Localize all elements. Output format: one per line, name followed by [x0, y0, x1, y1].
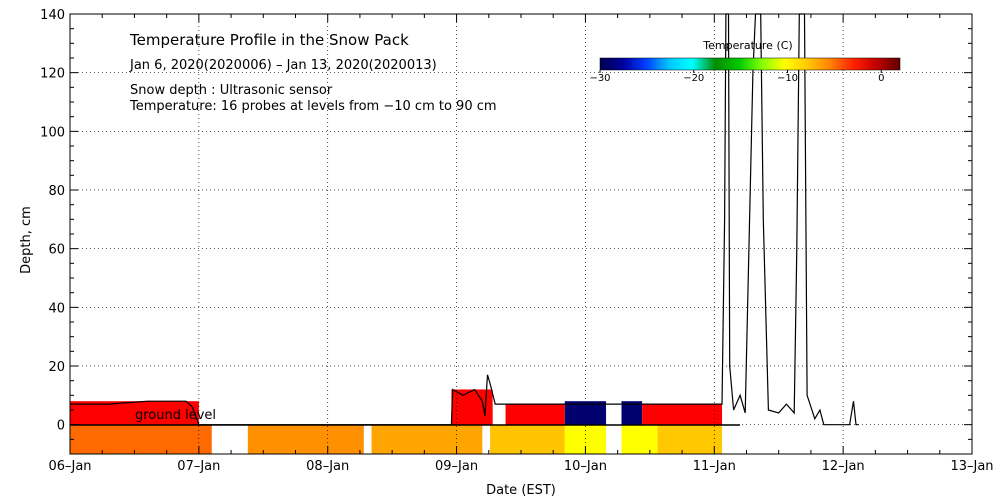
- y-tick-label: 140: [40, 8, 65, 23]
- ground-temperature-cell: [621, 424, 658, 454]
- snow-depth-line: [70, 13, 859, 426]
- y-tick-label: 100: [40, 125, 65, 140]
- chart-subtitle: Jan 6, 2020(2020006) – Jan 13, 2020(2020…: [129, 58, 437, 73]
- x-tick-label: 12–Jan: [822, 459, 865, 474]
- colorbar: [599, 57, 901, 71]
- ground-temperature-cell: [657, 424, 723, 454]
- ground-temperature-cell: [490, 424, 565, 454]
- colorbar-tick-label: −20: [683, 73, 704, 84]
- snow-temperature-cell: [621, 401, 643, 425]
- x-tick-label: 08–Jan: [306, 459, 349, 474]
- ground-level-label: ground level: [135, 408, 216, 423]
- colorbar-title: Temperature (C): [702, 39, 792, 52]
- colorbar-tick-label: 0: [878, 73, 884, 84]
- snow-temperature-cell: [642, 404, 723, 425]
- x-axis-label: Date (EST): [486, 483, 556, 498]
- snow-depth-note: Snow depth : Ultrasonic sensor: [130, 83, 333, 98]
- y-tick-label: 40: [48, 301, 65, 316]
- y-tick-label: 20: [48, 360, 65, 375]
- x-tick-label: 06–Jan: [48, 459, 91, 474]
- x-tick-label: 10–Jan: [564, 459, 607, 474]
- ground-temperature-cell: [371, 424, 483, 454]
- x-tick-label: 07–Jan: [177, 459, 220, 474]
- y-tick-label: 120: [40, 67, 65, 82]
- x-tick-label: 09–Jan: [435, 459, 478, 474]
- ground-temperature-cell: [70, 424, 212, 454]
- temperature-note: Temperature: 16 probes at levels from −1…: [129, 99, 497, 114]
- y-tick-label: 60: [48, 243, 65, 258]
- colorbar-tick-label: −30: [589, 73, 610, 84]
- snow-temperature-cell: [505, 404, 565, 425]
- y-axis-label: Depth, cm: [19, 206, 34, 274]
- colorbar-tick-label: −10: [777, 73, 798, 84]
- y-tick-label: 80: [48, 184, 65, 199]
- snow-temperature-cell: [70, 401, 199, 425]
- x-tick-label: 11–Jan: [693, 459, 736, 474]
- snow-temperature-cell: [564, 401, 607, 425]
- ground-temperature-cell: [247, 424, 364, 454]
- x-tick-label: 13–Jan: [950, 459, 993, 474]
- chart-title: Temperature Profile in the Snow Pack: [129, 31, 409, 49]
- y-tick-label: 0: [57, 419, 65, 434]
